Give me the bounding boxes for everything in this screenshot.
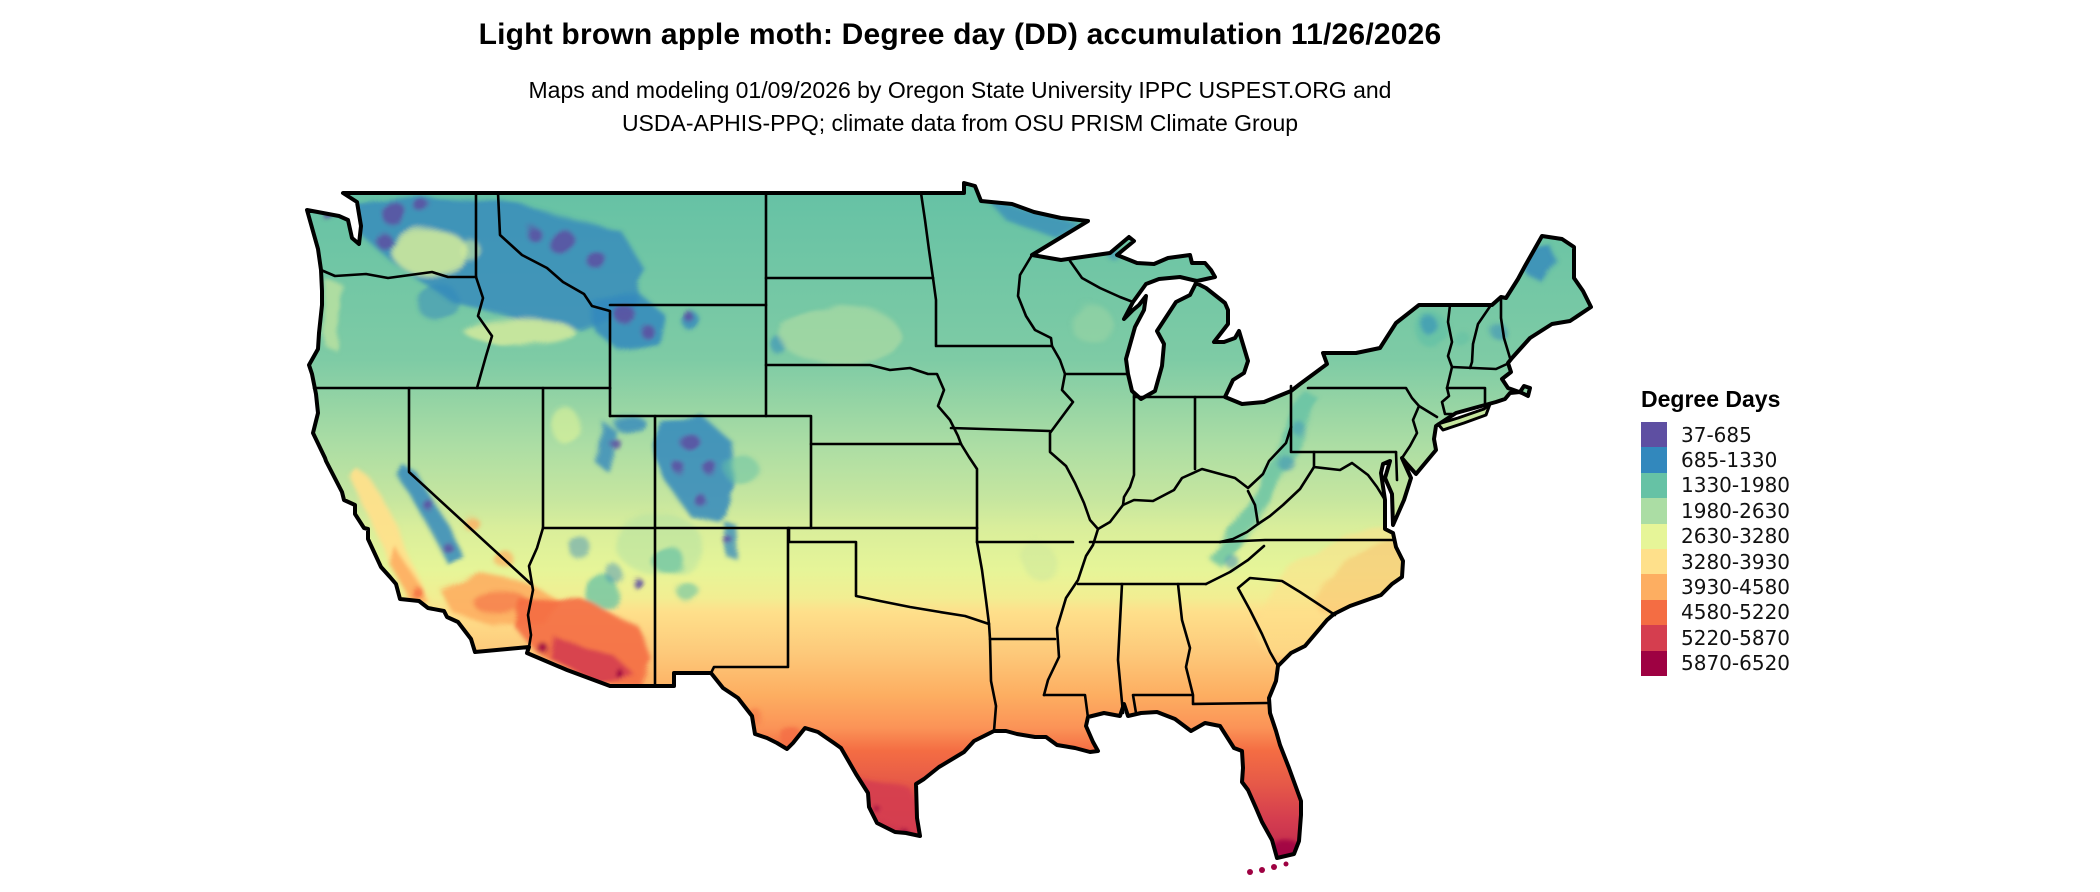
legend-item: 37-685 bbox=[1641, 422, 1790, 448]
legend-swatch bbox=[1641, 498, 1667, 524]
legend-item: 1330-1980 bbox=[1641, 472, 1791, 499]
legend-label: 1980-2630 bbox=[1681, 498, 1791, 523]
page-title: Light brown apple moth: Degree day (DD) … bbox=[478, 18, 1442, 51]
state-borders bbox=[312, 191, 1512, 733]
legend-label: 5870-6520 bbox=[1681, 651, 1791, 676]
legend-swatch bbox=[1641, 650, 1667, 676]
legend-label: 1330-1980 bbox=[1681, 473, 1791, 498]
florida-keys bbox=[1247, 861, 1289, 875]
legend-swatch bbox=[1641, 472, 1667, 499]
legend-swatch bbox=[1641, 548, 1667, 575]
subtitle-line-1: Maps and modeling 01/09/2026 by Oregon S… bbox=[528, 77, 1392, 103]
legend-label: 37-685 bbox=[1681, 422, 1752, 447]
legend-item: 5870-6520 bbox=[1641, 650, 1791, 676]
legend: Degree Days 37-685 685-1330 1330-1980 19… bbox=[1641, 386, 1790, 676]
legend-swatch bbox=[1641, 523, 1667, 549]
legend-item: 1980-2630 bbox=[1641, 498, 1791, 524]
legend-swatch bbox=[1641, 574, 1667, 600]
legend-swatch bbox=[1641, 447, 1667, 473]
legend-swatch bbox=[1641, 625, 1667, 651]
legend-label: 4580-5220 bbox=[1681, 600, 1791, 625]
legend-item: 3280-3930 bbox=[1641, 548, 1791, 575]
legend-title: Degree Days bbox=[1641, 386, 1781, 412]
legend-item: 2630-3280 bbox=[1641, 523, 1791, 549]
high-elevation-spots bbox=[327, 199, 732, 590]
legend-label: 2630-3280 bbox=[1681, 524, 1791, 549]
legend-item: 4580-5220 bbox=[1641, 599, 1791, 626]
legend-label: 3280-3930 bbox=[1681, 549, 1791, 574]
legend-item: 3930-4580 bbox=[1641, 574, 1791, 600]
legend-item: 685-1330 bbox=[1641, 447, 1790, 473]
legend-label: 5220-5870 bbox=[1681, 625, 1791, 650]
legend-label: 685-1330 bbox=[1681, 448, 1778, 473]
legend-item: 5220-5870 bbox=[1641, 625, 1791, 651]
legend-swatch bbox=[1641, 422, 1667, 448]
subtitle-line-2: USDA-APHIS-PPQ; climate data from OSU PR… bbox=[621, 110, 1299, 136]
legend-label: 3930-4580 bbox=[1681, 575, 1791, 600]
map-raster bbox=[307, 183, 1591, 858]
legend-swatch bbox=[1641, 599, 1667, 626]
page-subtitle: Maps and modeling 01/09/2026 by Oregon S… bbox=[0, 74, 1920, 140]
